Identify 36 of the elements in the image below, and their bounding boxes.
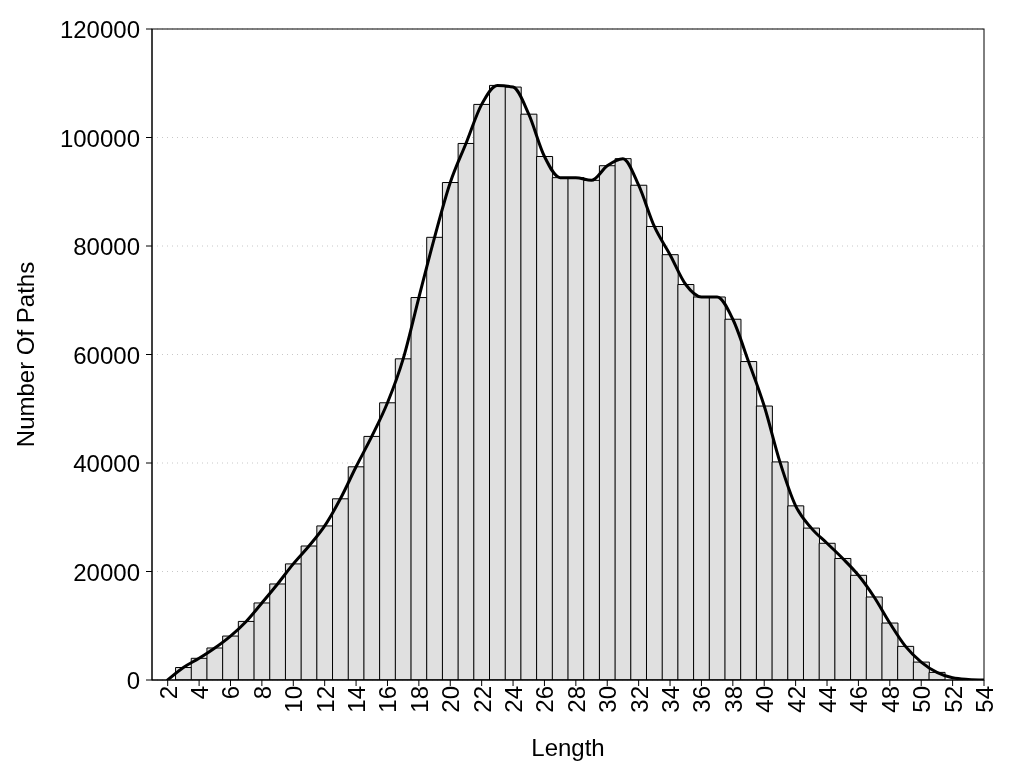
y-tick-label: 80000 xyxy=(73,232,140,260)
x-tick-label: 30 xyxy=(593,686,621,713)
y-tick-label: 0 xyxy=(126,666,140,694)
x-tick-label: 50 xyxy=(907,686,935,713)
x-tick-label: 26 xyxy=(530,686,558,713)
x-tick-label: 2 xyxy=(154,686,182,700)
x-tick-label: 36 xyxy=(687,686,715,713)
x-tick-label: 54 xyxy=(970,686,998,713)
x-tick-label: 38 xyxy=(719,686,747,713)
x-tick-label: 32 xyxy=(625,686,653,713)
x-tick-label: 12 xyxy=(311,686,339,713)
x-tick-label: 28 xyxy=(562,686,590,713)
x-axis-title: Length xyxy=(531,734,605,761)
x-tick-label: 52 xyxy=(939,686,967,713)
y-tick-label: 60000 xyxy=(73,341,140,368)
x-tick-label: 4 xyxy=(185,686,213,700)
y-axis-title: Number Of Paths xyxy=(11,261,39,448)
x-tick-label: 10 xyxy=(279,686,307,713)
x-tick-label: 34 xyxy=(656,686,684,713)
x-tick-label: 8 xyxy=(248,686,276,700)
x-tick-label: 6 xyxy=(216,686,244,700)
x-tick-label: 20 xyxy=(436,686,464,713)
y-tick-label: 100000 xyxy=(59,124,140,151)
x-tick-label: 42 xyxy=(782,686,810,713)
x-tick-label: 24 xyxy=(499,686,527,713)
x-tick-label: 44 xyxy=(813,686,841,713)
x-tick-label: 18 xyxy=(405,686,433,713)
x-tick-label: 16 xyxy=(373,686,401,713)
y-tick-label: 20000 xyxy=(73,558,140,585)
x-tick-label: 40 xyxy=(750,686,778,713)
y-tick-label: 40000 xyxy=(73,449,140,477)
x-tick-label: 48 xyxy=(876,686,904,713)
x-tick-label: 46 xyxy=(844,686,872,713)
x-tick-label: 22 xyxy=(468,686,496,713)
y-tick-label: 120000 xyxy=(59,15,140,43)
x-tick-label: 14 xyxy=(342,686,370,713)
